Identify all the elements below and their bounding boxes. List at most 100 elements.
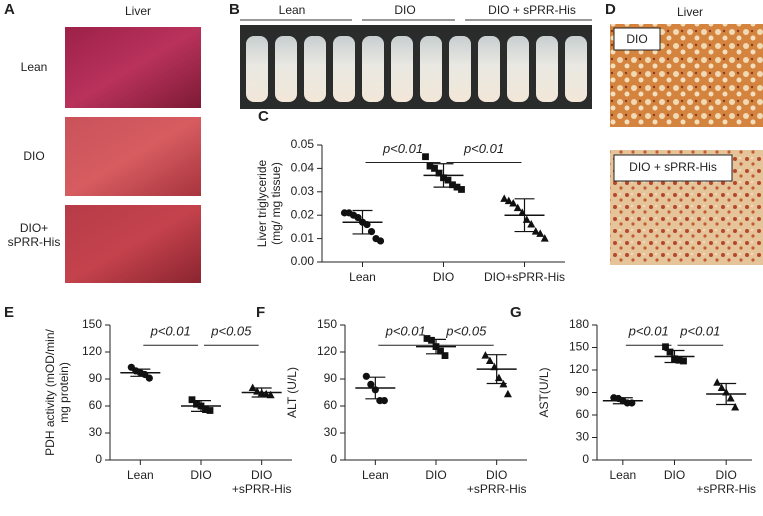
point xyxy=(453,183,461,191)
point xyxy=(145,374,153,382)
tube xyxy=(478,36,500,102)
y-axis-label: ALT (U/L) xyxy=(285,367,299,418)
point xyxy=(713,378,722,386)
point xyxy=(367,380,375,388)
point xyxy=(662,343,669,351)
point xyxy=(527,220,536,228)
point xyxy=(441,352,449,359)
panel-label: F xyxy=(256,304,265,321)
panel-title: Liver xyxy=(677,5,703,19)
x-tick-label: DIO+sPRR-His xyxy=(696,468,756,496)
point xyxy=(536,229,545,237)
y-tick-label: 0 xyxy=(582,452,589,466)
x-tick-label: DIO+sPRR-His xyxy=(467,468,527,496)
group-label: DIO + sPRR-His xyxy=(488,3,576,17)
x-tick-label: Lean xyxy=(362,468,389,482)
tube xyxy=(565,36,587,102)
point xyxy=(248,383,257,391)
y-tick-label: 30 xyxy=(324,425,338,439)
y-tick-label: 0.05 xyxy=(291,137,315,151)
y-tick-label: 0 xyxy=(330,452,337,466)
x-tick-label: DIO xyxy=(190,468,211,482)
point xyxy=(503,389,512,398)
y-tick-label: 30 xyxy=(576,430,590,444)
tube xyxy=(449,36,471,102)
point xyxy=(422,153,429,161)
y-axis-label: Liver triglyceride(mg/ mg tissue) xyxy=(255,159,283,247)
point xyxy=(717,383,726,391)
x-tick-label: DIO+sPRR-His xyxy=(484,270,565,284)
tube xyxy=(333,36,355,102)
point xyxy=(513,203,522,212)
point xyxy=(426,162,434,170)
y-tick-label: 0.02 xyxy=(291,207,315,221)
y-tick-label: 30 xyxy=(89,425,103,439)
p-value: p<0.05 xyxy=(210,324,252,339)
group-label: Lean xyxy=(279,3,306,17)
tube xyxy=(304,36,326,102)
p-value: p<0.01 xyxy=(382,141,423,156)
y-tick-label: 90 xyxy=(324,371,338,385)
point xyxy=(423,335,431,342)
y-tick-label: 150 xyxy=(82,317,102,331)
liver-photo xyxy=(65,117,201,196)
tube xyxy=(507,36,529,102)
y-tick-label: 180 xyxy=(569,317,589,331)
tube-photo xyxy=(240,25,592,109)
row-label: Lean xyxy=(21,60,48,74)
point xyxy=(485,356,494,364)
x-tick-label: Lean xyxy=(127,468,154,482)
liver-photo xyxy=(65,205,201,283)
y-tick-label: 120 xyxy=(569,362,589,376)
point xyxy=(726,394,735,402)
panel-title: Liver xyxy=(125,4,151,18)
point xyxy=(481,351,490,359)
panel-label: D xyxy=(605,1,616,18)
caption: DIO + sPRR-His xyxy=(629,160,717,174)
panel-label: E xyxy=(4,304,14,321)
tube xyxy=(275,36,297,102)
p-value: p<0.01 xyxy=(679,324,720,339)
p-value: p<0.01 xyxy=(385,324,426,339)
x-tick-label: DIO xyxy=(433,270,454,284)
x-tick-label: DIO xyxy=(664,468,685,482)
p-value: p<0.01 xyxy=(463,141,504,156)
tube xyxy=(420,36,442,102)
point xyxy=(437,347,444,355)
point xyxy=(376,237,385,245)
y-tick-label: 120 xyxy=(317,344,337,358)
point xyxy=(666,348,674,356)
point xyxy=(354,213,362,222)
panel-label: B xyxy=(229,1,240,18)
x-tick-label: DIO xyxy=(425,468,446,482)
p-value: p<0.01 xyxy=(628,324,669,339)
point xyxy=(675,356,683,364)
y-tick-label: 60 xyxy=(576,407,590,421)
point xyxy=(444,176,452,184)
point xyxy=(193,400,200,408)
row-label: DIO xyxy=(23,149,44,163)
point xyxy=(500,194,509,202)
point xyxy=(680,357,687,365)
caption-box xyxy=(613,27,661,51)
tube xyxy=(536,36,558,102)
y-tick-label: 90 xyxy=(89,371,103,385)
point xyxy=(431,165,438,172)
y-tick-label: 0.04 xyxy=(291,161,315,175)
point xyxy=(458,186,465,193)
y-tick-label: 120 xyxy=(82,344,102,358)
point xyxy=(206,407,214,414)
tube xyxy=(362,36,384,102)
group-label: DIO xyxy=(394,3,415,17)
y-tick-label: 0 xyxy=(95,452,102,466)
point xyxy=(509,199,518,207)
tube xyxy=(246,36,268,102)
y-tick-label: 0.00 xyxy=(291,254,315,268)
point xyxy=(266,390,275,399)
p-value: p<0.05 xyxy=(445,324,487,339)
x-tick-label: Lean xyxy=(609,468,636,482)
tubes xyxy=(246,36,587,102)
point xyxy=(380,397,388,405)
